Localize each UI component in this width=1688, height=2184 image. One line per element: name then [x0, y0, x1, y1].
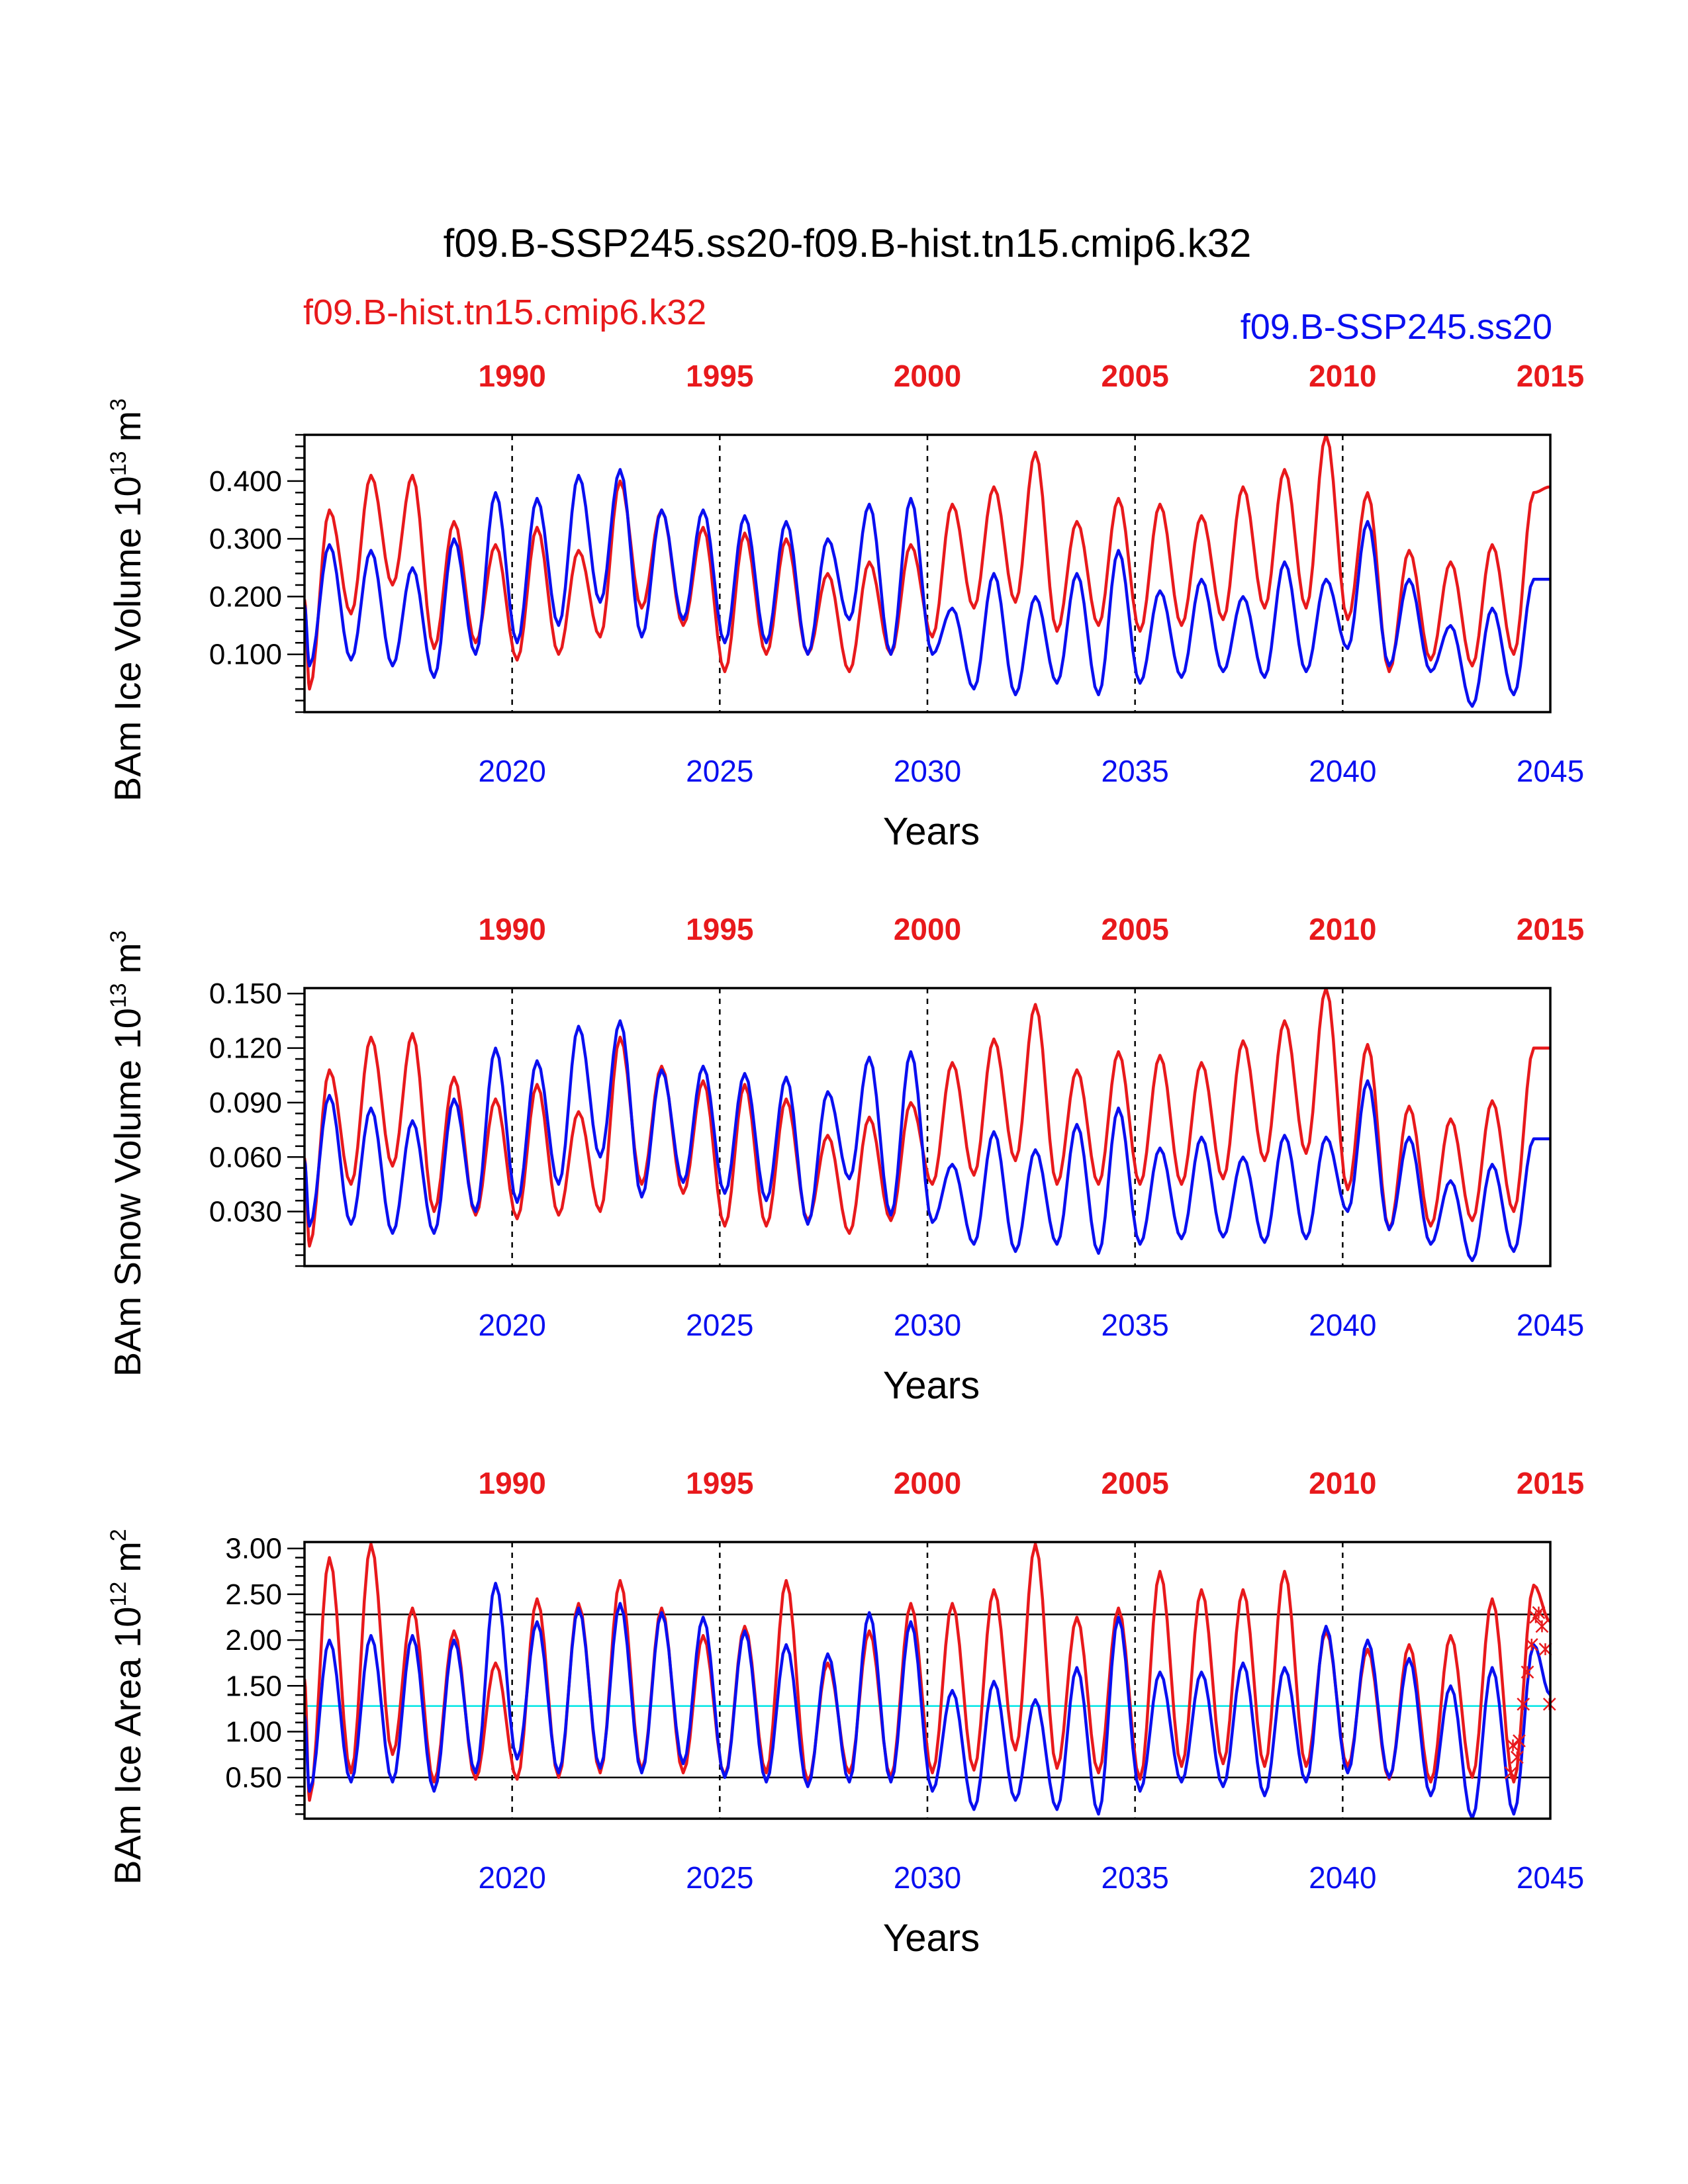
data-marker: [1510, 1751, 1524, 1764]
top-axis-tick-label: 1995: [686, 912, 753, 946]
y-tick-label: 0.060: [209, 1141, 282, 1173]
bottom-axis-tick-label: 2025: [686, 754, 753, 788]
data-marker: [1517, 1698, 1530, 1711]
y-axis-label-unit: m: [107, 411, 148, 442]
y-axis-label-exponent: 13: [106, 983, 131, 1008]
data-marker: [1521, 1665, 1534, 1679]
bottom-axis-tick-label: 2045: [1517, 1860, 1584, 1895]
bottom-axis-tick-label: 2040: [1309, 1860, 1376, 1895]
series-group: [305, 435, 1550, 708]
data-marker: [1513, 1734, 1526, 1748]
bottom-axis-tick-label: 2020: [478, 1308, 545, 1342]
series-line-blue: [305, 1019, 1550, 1263]
bottom-axis-tick-label: 2030: [894, 1860, 961, 1895]
bottom-axis-tick-label: 2040: [1309, 754, 1376, 788]
y-tick-label: 0.150: [209, 978, 282, 1010]
top-axis-tick-label: 1990: [478, 912, 545, 946]
y-axis-label-exponent: 12: [106, 1582, 131, 1607]
y-axis-label-unit-exponent: 3: [106, 398, 131, 411]
series-line-blue: [305, 468, 1550, 708]
y-tick-label: 1.00: [225, 1716, 282, 1749]
y-tick-label: 0.300: [209, 523, 282, 555]
bottom-axis-tick-label: 2035: [1101, 1308, 1168, 1342]
y-axis-label-exponent: 13: [106, 451, 131, 476]
y-tick-label: 2.00: [225, 1624, 282, 1657]
y-tick-label: 3.00: [225, 1533, 282, 1565]
bottom-axis-tick-label: 2025: [686, 1860, 753, 1895]
top-axis-tick-label: 1990: [478, 359, 545, 393]
series-group: [305, 988, 1550, 1263]
bottom-axis-tick-label: 2035: [1101, 754, 1168, 788]
bottom-axis-tick-label: 2020: [478, 1860, 545, 1895]
plot-frame: [303, 1541, 1552, 1820]
y-axis-label-main: BAm Ice Area 10: [107, 1607, 148, 1885]
bottom-axis-tick-label: 2045: [1517, 754, 1584, 788]
legend-red-label: f09.B-hist.tn15.cmip6.k32: [303, 293, 706, 332]
y-tick-label: 0.200: [209, 580, 282, 613]
legend-blue-label: f09.B-SSP245.ss20: [1241, 307, 1552, 347]
top-axis-tick-label: 2000: [894, 359, 961, 393]
y-axis-label-main: BAm Snow Volume 10: [107, 1008, 148, 1377]
top-axis-tick-label: 2015: [1517, 912, 1584, 946]
y-axis-label-unit: m: [107, 1541, 148, 1572]
y-axis-label-unit: m: [107, 943, 148, 974]
top-axis-tick-label: 2010: [1309, 1466, 1376, 1500]
y-axis-label: BAm Ice Area 1012 m2: [106, 1529, 148, 1885]
panel-snow-volume: 0.030 0.060 0.090 0.120 0.150 1990 1995 2000 200…: [106, 912, 1584, 1407]
top-axis-tick-label: 2015: [1517, 1466, 1584, 1500]
top-axis-tick-label: 2005: [1101, 1466, 1168, 1500]
bottom-axis-tick-label: 2030: [894, 754, 961, 788]
data-marker: [1506, 1739, 1520, 1752]
y-axis-label: BAm Snow Volume 1013 m3: [106, 931, 148, 1377]
series-line-blue: [305, 1582, 1550, 1819]
bottom-axis-tick-label: 2025: [686, 1308, 753, 1342]
data-marker: [1535, 1619, 1549, 1633]
top-axis-tick-label: 1995: [686, 359, 753, 393]
y-tick-label: 1.50: [225, 1670, 282, 1702]
y-tick-label: 0.50: [225, 1762, 282, 1794]
y-axis-label: BAm Ice Volume 1013 m3: [106, 398, 148, 801]
series-group: [305, 1542, 1550, 1819]
x-axis-label: Years: [883, 810, 980, 853]
top-axis-tick-label: 2000: [894, 1466, 961, 1500]
top-axis-tick-label: 2005: [1101, 359, 1168, 393]
bottom-axis-tick-label: 2035: [1101, 1860, 1168, 1895]
y-axis-label-unit-exponent: 3: [106, 931, 131, 943]
y-tick-label: 0.030: [209, 1196, 282, 1228]
top-axis-tick-label: 2000: [894, 912, 961, 946]
y-axis-label-unit-exponent: 2: [106, 1529, 131, 1541]
top-axis-tick-label: 2005: [1101, 912, 1168, 946]
bottom-axis-tick-label: 2030: [894, 1308, 961, 1342]
data-marker: [1532, 1606, 1546, 1619]
top-axis-tick-label: 2010: [1309, 912, 1376, 946]
data-marker: [1504, 1766, 1518, 1780]
top-axis-tick-label: 1995: [686, 1466, 753, 1500]
chart-panels: 0.100 0.200 0.300 0.400 1990 1995 2000 2005 2010…: [106, 359, 1584, 1960]
x-axis-label: Years: [883, 1364, 980, 1407]
y-tick-label: 0.100: [209, 639, 282, 671]
y-tick-label: 2.50: [225, 1578, 282, 1611]
y-tick-label: 0.090: [209, 1087, 282, 1119]
bottom-axis-tick-label: 2040: [1309, 1308, 1376, 1342]
bottom-axis-tick-label: 2045: [1517, 1308, 1584, 1342]
y-axis-label-main: BAm Ice Volume 10: [107, 476, 148, 801]
plot-frame: [303, 987, 1552, 1267]
panel-ice-area: 0.50 1.00 1.50 2.00 2.50 3.00 1990 1995 2000 2005…: [106, 1466, 1584, 1960]
x-axis-label: Years: [883, 1917, 980, 1960]
data-marker: [1524, 1638, 1538, 1651]
top-axis-tick-label: 2015: [1517, 359, 1584, 393]
top-axis-tick-label: 2010: [1309, 359, 1376, 393]
top-axis-tick-label: 1990: [478, 1466, 545, 1500]
panel-ice-volume: 0.100 0.200 0.300 0.400 1990 1995 2000 2005 2010…: [106, 359, 1584, 853]
chart-title: f09.B-SSP245.ss20-f09.B-hist.tn15.cmip6.…: [444, 221, 1252, 265]
bottom-axis-tick-label: 2020: [478, 754, 545, 788]
y-tick-label: 0.120: [209, 1032, 282, 1065]
y-tick-label: 0.400: [209, 465, 282, 498]
